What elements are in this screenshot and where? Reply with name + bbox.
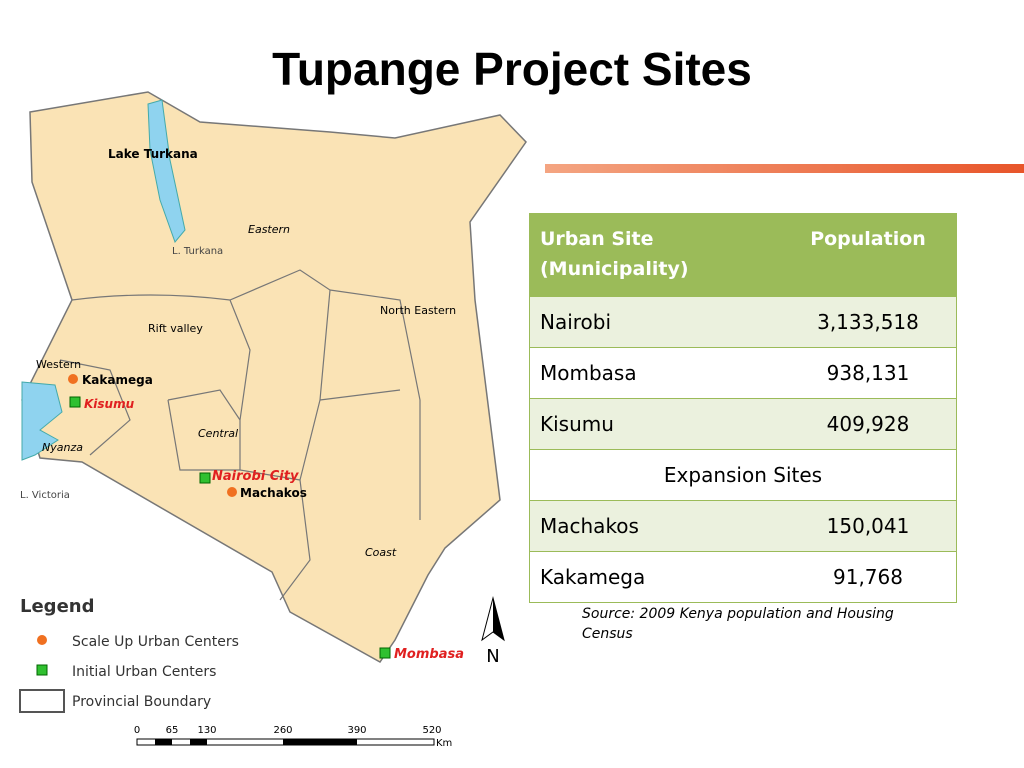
map-label: Coast bbox=[365, 546, 397, 559]
map-label: Nyanza bbox=[42, 441, 83, 454]
map-label: L. Victoria bbox=[20, 490, 70, 501]
scale-label: 520 bbox=[422, 725, 441, 736]
cell: 91,768 bbox=[780, 551, 957, 603]
legend-item: Initial Urban Centers bbox=[72, 664, 216, 680]
map-labels: Lake Turkana L. Turkana Eastern North Ea… bbox=[20, 147, 464, 662]
row: Nairobi 3,133,518 bbox=[529, 296, 957, 348]
cell: Nairobi bbox=[529, 296, 780, 348]
section-row: Expansion Sites bbox=[529, 449, 957, 501]
scale-label: 260 bbox=[273, 725, 292, 736]
cell: 150,041 bbox=[780, 500, 957, 552]
lake-victoria bbox=[21, 381, 63, 461]
scale-label: 390 bbox=[347, 725, 366, 736]
map-label: North Eastern bbox=[380, 304, 456, 317]
map-label: Lake Turkana bbox=[108, 147, 198, 161]
map-label: Rift valley bbox=[148, 322, 203, 335]
header-cell: Urban Site (Municipality) bbox=[529, 213, 780, 297]
legend-symbol bbox=[36, 664, 48, 676]
scale-label: 65 bbox=[166, 725, 179, 736]
scale-segment bbox=[155, 739, 172, 745]
section-cell: Expansion Sites bbox=[529, 449, 957, 501]
scale-up-marker bbox=[227, 487, 237, 497]
cell: Kakamega bbox=[529, 551, 780, 603]
row: Kakamega 91,768 bbox=[529, 551, 957, 603]
scale-up-marker bbox=[68, 374, 78, 384]
scale-bar: 0 65 130 260 390 520 Km bbox=[134, 725, 453, 749]
initial-marker bbox=[379, 647, 391, 659]
cell: 3,133,518 bbox=[780, 296, 957, 348]
map-label: Mombasa bbox=[394, 647, 464, 662]
map-label: Machakos bbox=[240, 486, 307, 500]
lake-turkana bbox=[147, 99, 186, 243]
legend-symbol bbox=[37, 635, 47, 645]
map-label: Kakamega bbox=[82, 373, 153, 387]
header-cell: Population bbox=[780, 213, 957, 297]
legend-title: Legend bbox=[20, 596, 94, 617]
north-label: N bbox=[486, 646, 499, 667]
scale-segment bbox=[190, 739, 207, 745]
scale-label: 130 bbox=[197, 725, 216, 736]
population-table: Urban Site (Municipality) Population Nair… bbox=[529, 213, 957, 603]
map-label: Central bbox=[198, 427, 238, 440]
provincial-boundaries bbox=[59, 269, 421, 601]
scale-segment bbox=[283, 739, 357, 745]
slide-title: Tupange Project Sites bbox=[272, 43, 752, 95]
scale-unit: Km bbox=[436, 738, 452, 749]
markers bbox=[68, 374, 391, 659]
accent-bar bbox=[545, 164, 1024, 173]
initial-marker bbox=[199, 472, 211, 484]
map-label: Kisumu bbox=[84, 397, 135, 411]
map: Lake Turkana L. Turkana Eastern North Ea… bbox=[19, 91, 527, 749]
legend-symbol bbox=[19, 689, 65, 713]
scale-label: 0 bbox=[134, 725, 140, 736]
row: Machakos 150,041 bbox=[529, 500, 957, 552]
header-row: Urban Site (Municipality) Population bbox=[529, 213, 957, 297]
legend: Legend Scale Up Urban Centers Initial Ur… bbox=[19, 596, 239, 713]
legend-item: Scale Up Urban Centers bbox=[72, 634, 239, 650]
map-label: Western bbox=[36, 358, 81, 371]
cell: Machakos bbox=[529, 500, 780, 552]
initial-marker bbox=[69, 396, 81, 408]
cell: 409,928 bbox=[780, 398, 957, 450]
north-arrow: N bbox=[481, 596, 505, 667]
cell: Mombasa bbox=[529, 347, 780, 399]
map-label: Eastern bbox=[248, 223, 290, 236]
cell: Kisumu bbox=[529, 398, 780, 450]
source-note: Source: 2009 Kenya population and Housin… bbox=[582, 606, 894, 642]
cell: 938,131 bbox=[780, 347, 957, 399]
map-label: Nairobi City bbox=[212, 469, 299, 484]
row: Mombasa 938,131 bbox=[529, 347, 957, 399]
row: Kisumu 409,928 bbox=[529, 398, 957, 450]
map-label: L. Turkana bbox=[172, 246, 223, 257]
legend-item: Provincial Boundary bbox=[72, 694, 211, 710]
